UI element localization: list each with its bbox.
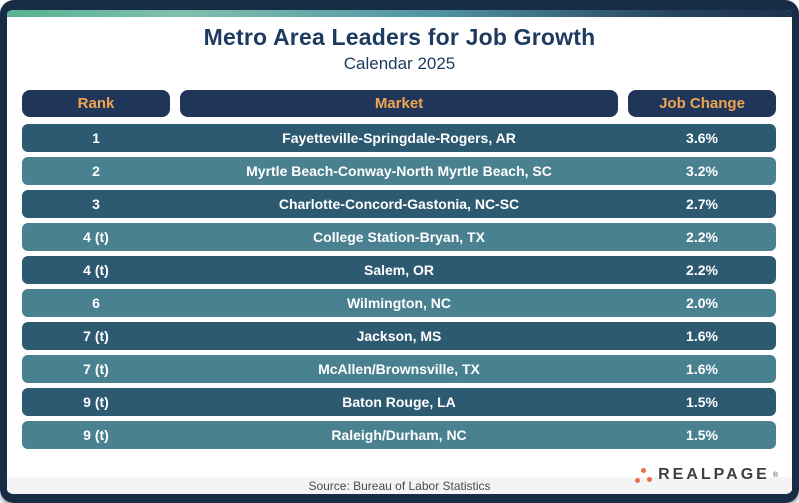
rank-cell: 7 (t) <box>83 361 109 377</box>
rank-cell: 4 (t) <box>83 229 109 245</box>
table-row: 6 Wilmington, NC 2.0% <box>22 289 776 317</box>
page-title: Metro Area Leaders for Job Growth <box>203 24 596 50</box>
rank-cell: 3 <box>92 196 100 212</box>
job-change-cell: 3.6% <box>686 130 718 146</box>
market-cell: Jackson, MS <box>356 328 442 344</box>
market-cell: Salem, OR <box>363 262 435 278</box>
table-row: 2 Myrtle Beach-Conway-North Myrtle Beach… <box>22 157 776 185</box>
table-row: 4 (t) College Station-Bryan, TX 2.2% <box>22 223 776 251</box>
table-body: 1 Fayetteville-Springdale-Rogers, AR 3.6… <box>22 124 776 454</box>
job-change-cell: 1.6% <box>686 361 718 377</box>
job-change-cell: 3.2% <box>686 163 718 179</box>
table-row: 4 (t) Salem, OR 2.2% <box>22 256 776 284</box>
rank-cell: 9 (t) <box>83 394 109 410</box>
column-header-rank: Rank <box>22 90 170 117</box>
job-change-cell: 2.0% <box>686 295 718 311</box>
realpage-dots-icon <box>634 467 653 484</box>
market-cell: Raleigh/Durham, NC <box>331 427 467 443</box>
job-change-cell: 1.5% <box>686 427 718 443</box>
rank-cell: 7 (t) <box>83 328 109 344</box>
footer-strip: Source: Bureau of Labor Statistics <box>7 477 792 494</box>
table-row: 3 Charlotte-Concord-Gastonia, NC-SC 2.7% <box>22 190 776 218</box>
market-cell: Wilmington, NC <box>346 295 452 311</box>
table-row: 9 (t) Baton Rouge, LA 1.5% <box>22 388 776 416</box>
market-cell: Baton Rouge, LA <box>342 394 456 410</box>
job-change-cell: 2.2% <box>686 229 718 245</box>
table-row: 7 (t) McAllen/Brownsville, TX 1.6% <box>22 355 776 383</box>
job-change-cell: 2.7% <box>686 196 718 212</box>
realpage-logo-text: REALPAGE <box>658 466 770 483</box>
rank-cell: 2 <box>92 163 100 179</box>
rank-cell: 6 <box>92 295 100 311</box>
page-subtitle: Calendar 2025 <box>343 54 456 73</box>
rank-cell: 4 (t) <box>83 262 109 278</box>
table-row: 7 (t) Jackson, MS 1.6% <box>22 322 776 350</box>
rank-cell: 1 <box>92 130 100 146</box>
top-accent-strip <box>7 10 792 17</box>
registered-trademark-symbol: ® <box>772 471 778 479</box>
market-cell: College Station-Bryan, TX <box>313 229 485 245</box>
market-cell: Fayetteville-Springdale-Rogers, AR <box>282 130 516 146</box>
job-change-cell: 1.6% <box>686 328 718 344</box>
job-change-cell: 1.5% <box>686 394 718 410</box>
rank-cell: 9 (t) <box>83 427 109 443</box>
column-header-market: Market <box>180 90 618 117</box>
source-note: Source: Bureau of Labor Statistics <box>308 478 491 493</box>
table-row: 9 (t) Raleigh/Durham, NC 1.5% <box>22 421 776 449</box>
table-header: Rank Market Job Change <box>22 90 776 117</box>
job-change-cell: 2.2% <box>686 262 718 278</box>
realpage-logo: REALPAGE ® <box>634 466 778 484</box>
market-cell: Myrtle Beach-Conway-North Myrtle Beach, … <box>246 163 552 179</box>
market-cell: Charlotte-Concord-Gastonia, NC-SC <box>278 196 520 212</box>
table-row: 1 Fayetteville-Springdale-Rogers, AR 3.6… <box>22 124 776 152</box>
market-cell: McAllen/Brownsville, TX <box>318 361 480 377</box>
column-header-job-change: Job Change <box>628 90 776 117</box>
